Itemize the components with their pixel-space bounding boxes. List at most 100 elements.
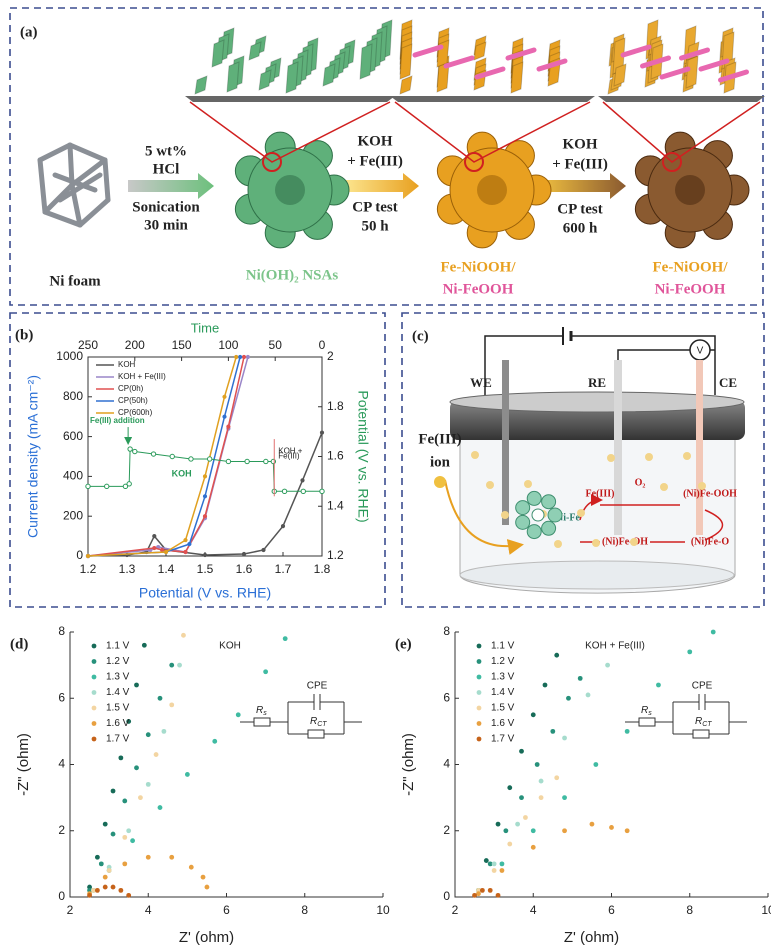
x-axis-label: Z' (ohm) (179, 929, 234, 946)
series-line (87, 356, 249, 557)
point (138, 795, 143, 801)
point (153, 752, 159, 757)
x-tick-label: 1.6 (236, 562, 253, 576)
circuit-label: CPE (692, 681, 713, 692)
wire (240, 701, 362, 735)
x2-tick-label: 50 (269, 338, 283, 352)
y-tick-label: 8 (443, 624, 450, 638)
fe-ion (434, 476, 446, 488)
label: V (697, 346, 704, 357)
point (94, 854, 100, 860)
point (263, 669, 269, 675)
label: ion (430, 454, 451, 470)
annotation: KOH (219, 641, 241, 652)
point (184, 772, 190, 777)
point (85, 483, 91, 490)
y-tick-label: 1000 (56, 349, 83, 363)
point (538, 795, 544, 801)
y-tick-label: 0 (58, 889, 65, 903)
point (122, 798, 128, 804)
strut (77, 197, 111, 228)
point (550, 728, 556, 734)
point (483, 858, 489, 863)
electrode (696, 360, 703, 535)
point (319, 488, 325, 495)
rod (698, 58, 730, 72)
legend-swatch (476, 690, 482, 695)
base (185, 96, 395, 102)
point (687, 649, 693, 655)
point (507, 785, 513, 791)
point (538, 778, 544, 784)
point (235, 712, 241, 718)
point (241, 551, 247, 557)
subscript: CT (702, 721, 712, 728)
crystal (510, 61, 524, 94)
crystal (613, 63, 627, 87)
legend-label: 1.7 V (491, 734, 515, 745)
subscript: s (263, 710, 267, 717)
x-axis-label: Z' (ohm) (564, 929, 619, 946)
catalyst-lobe (547, 507, 563, 523)
circuit-label: Rs (641, 705, 652, 717)
point (495, 821, 501, 827)
y-axis-label: Current density (mA cm⁻²) (25, 375, 41, 538)
panel-label: (d) (10, 636, 28, 652)
legend-label: 1.3 V (491, 672, 515, 683)
rod (659, 66, 691, 80)
wire (625, 701, 747, 735)
point (212, 738, 218, 744)
fe-ion (577, 509, 585, 517)
point (656, 682, 661, 688)
y2-tick-label: 1.6 (327, 449, 344, 463)
y-tick-label: 6 (443, 690, 450, 704)
legend-swatch (476, 705, 482, 711)
label: (Ni)Fe-O (691, 536, 730, 547)
panel-label: (e) (395, 636, 412, 652)
circuit-label: RCT (695, 716, 712, 728)
label: 600 h (563, 220, 598, 236)
point (85, 553, 91, 559)
fe-ion (660, 483, 668, 491)
legend-label: 1.1 V (106, 641, 130, 652)
point (110, 831, 116, 837)
series-line (87, 356, 245, 557)
point (183, 537, 188, 543)
point (134, 765, 139, 771)
point (300, 478, 305, 483)
point (163, 549, 169, 555)
label: CP test (557, 201, 602, 217)
label: Fe(III) (418, 431, 461, 447)
y-tick-label: 2 (443, 823, 450, 837)
hole (675, 175, 705, 205)
label: KOH (562, 136, 597, 152)
point (204, 884, 210, 890)
point (624, 728, 630, 734)
point (202, 514, 208, 519)
point (87, 884, 92, 890)
label: (Ni)Fe-OOH (683, 488, 737, 499)
legend-swatch (91, 643, 97, 649)
label: Ni foam (49, 273, 101, 289)
capacitor (698, 694, 706, 710)
crystal (285, 61, 299, 94)
point (605, 662, 610, 668)
point (503, 828, 509, 834)
legend-label: 1.3 V (106, 672, 130, 683)
point (476, 887, 481, 893)
point (244, 458, 250, 465)
rod (474, 66, 506, 80)
point (534, 762, 540, 767)
x2-axis-label: Time (191, 320, 219, 335)
circuit-label: RCT (310, 716, 327, 728)
platform (185, 19, 395, 102)
point (110, 884, 116, 890)
x-tick-label: 8 (301, 903, 308, 917)
strut (42, 209, 83, 228)
zoom-line (189, 101, 391, 163)
label: CP test (352, 199, 397, 215)
point (530, 828, 536, 834)
panel-a-frame (9, 7, 764, 306)
point (263, 458, 269, 465)
